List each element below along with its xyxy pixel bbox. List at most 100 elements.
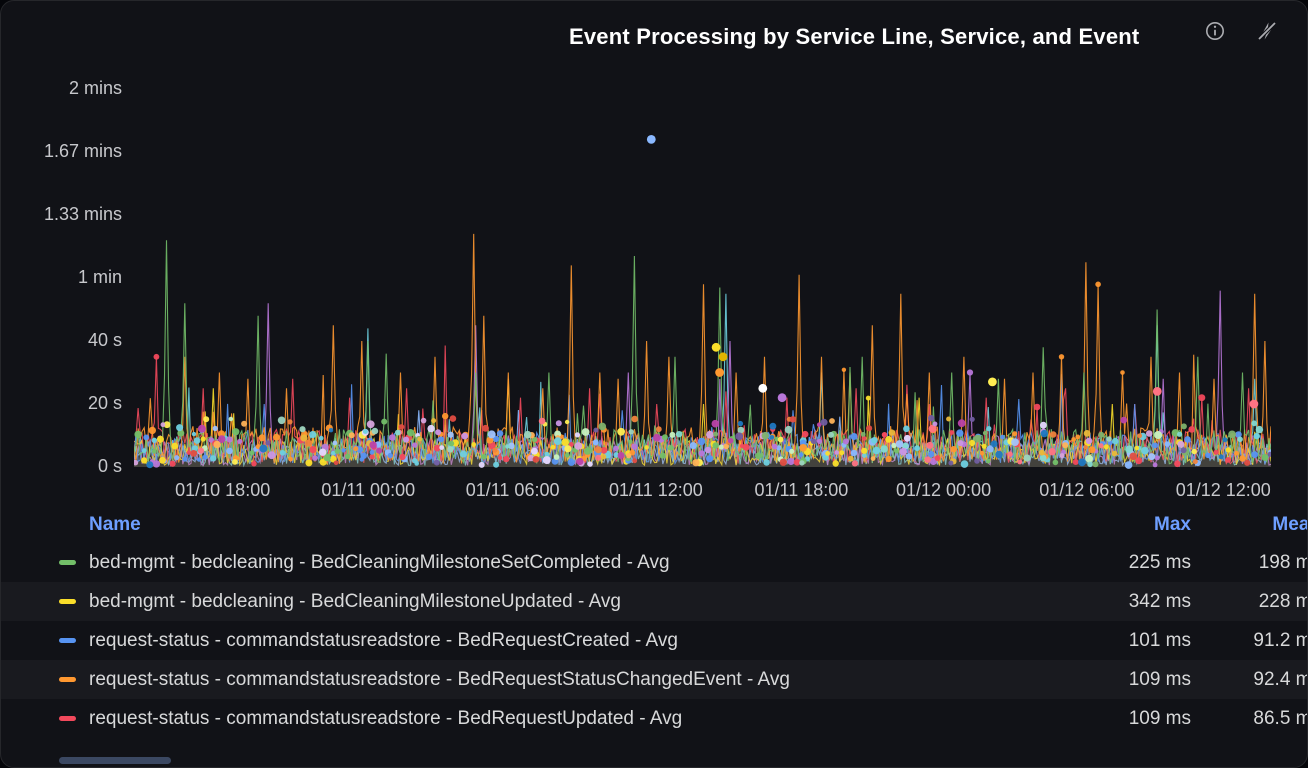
data-point — [974, 458, 980, 464]
data-point — [1152, 442, 1158, 449]
data-point — [1244, 459, 1251, 466]
data-point — [334, 448, 341, 455]
data-point — [669, 431, 676, 438]
data-point — [995, 450, 1003, 459]
data-point — [482, 424, 489, 432]
data-point — [1177, 431, 1183, 437]
data-point — [834, 450, 839, 455]
legend-header-name[interactable]: Name — [89, 513, 141, 535]
series-mean-value: 86.5 ms — [1253, 707, 1307, 729]
x-axis: 01/10 18:00 01/11 00:00 01/11 06:00 01/11 1… — [1, 480, 1307, 508]
series-name[interactable]: request-status - commandstatusreadstore … — [89, 668, 790, 690]
data-point — [885, 455, 892, 463]
data-point — [492, 447, 498, 453]
data-point — [850, 433, 858, 440]
data-point — [692, 459, 700, 467]
data-point — [564, 452, 570, 458]
panel-title[interactable]: Event Processing by Service Line, Servic… — [569, 24, 1140, 49]
data-point — [865, 395, 871, 401]
series-mean-value: 91.2 ms — [1253, 629, 1307, 651]
data-point — [196, 457, 202, 462]
data-point — [146, 461, 154, 469]
data-point — [371, 427, 379, 435]
legend-header-max[interactable]: Max — [1154, 513, 1191, 535]
data-point — [1039, 454, 1047, 462]
legend-row[interactable]: request-status - commandstatusreadstore … — [1, 660, 1307, 699]
data-point — [675, 431, 683, 438]
data-point — [496, 430, 504, 437]
data-point — [655, 426, 662, 433]
data-point — [872, 446, 881, 455]
data-point — [1038, 449, 1045, 456]
data-point — [376, 447, 383, 454]
data-point — [309, 431, 317, 439]
data-point — [532, 456, 540, 463]
series-line-orange — [134, 233, 1271, 464]
info-icon[interactable] — [1205, 21, 1225, 41]
data-point — [1000, 434, 1005, 440]
legend-row[interactable]: request-status - commandstatusreadstore … — [1, 621, 1307, 660]
data-point — [406, 429, 415, 437]
data-point — [593, 427, 599, 433]
data-point — [232, 459, 238, 465]
data-point — [134, 430, 142, 439]
data-point — [527, 454, 534, 462]
series-color-swatch[interactable] — [59, 677, 76, 682]
data-point — [899, 447, 907, 456]
data-point — [1050, 431, 1057, 438]
data-point — [300, 434, 308, 442]
data-point — [134, 459, 139, 466]
data-point — [713, 431, 719, 437]
data-point — [1023, 454, 1031, 462]
series-color-swatch[interactable] — [59, 560, 76, 565]
data-point — [613, 452, 619, 458]
legend-row[interactable]: request-status - commandstatusreadstore … — [1, 699, 1307, 738]
legend-row[interactable]: bed-mgmt - bedcleaning - BedCleaningMile… — [1, 543, 1307, 582]
series-name[interactable]: bed-mgmt - bedcleaning - BedCleaningMile… — [89, 590, 621, 612]
series-name[interactable]: request-status - commandstatusreadstore … — [89, 629, 678, 651]
data-point — [202, 454, 208, 460]
data-point — [979, 450, 985, 456]
data-point — [784, 425, 793, 434]
data-point — [369, 454, 375, 460]
data-point — [870, 456, 876, 461]
y-tick-label: 40 s — [87, 330, 122, 350]
legend-row[interactable]: bed-mgmt - bedcleaning - BedCleaningMile… — [1, 582, 1307, 621]
data-point — [1188, 426, 1195, 433]
horizontal-scrollbar-thumb[interactable] — [59, 757, 171, 764]
data-point — [631, 443, 638, 450]
data-point — [553, 437, 562, 445]
data-point — [1098, 443, 1104, 449]
data-point — [1062, 442, 1069, 449]
x-tick-label: 01/11 18:00 — [754, 480, 849, 500]
series-color-swatch[interactable] — [59, 716, 76, 721]
data-point — [564, 445, 572, 453]
data-point — [1254, 433, 1260, 439]
data-point — [1218, 454, 1224, 460]
data-point — [949, 430, 955, 435]
y-axis: 0 s 20 s 40 s 1 min 1.33 mins 1.67 mins 2 mins — [1, 1, 128, 501]
data-point — [305, 459, 313, 467]
time-series-plot[interactable] — [134, 76, 1271, 476]
data-point — [197, 424, 206, 433]
data-point — [435, 429, 442, 436]
x-tick-label: 01/12 00:00 — [895, 480, 992, 500]
data-point — [950, 446, 957, 453]
series-name[interactable]: bed-mgmt - bedcleaning - BedCleaningMile… — [89, 551, 670, 573]
panel-header-icons — [1205, 1, 1279, 61]
data-point — [193, 437, 201, 444]
data-point — [891, 442, 897, 448]
data-point — [628, 439, 633, 444]
series-color-swatch[interactable] — [59, 599, 76, 604]
series-color-swatch[interactable] — [59, 638, 76, 643]
legend-header-mean[interactable]: Mean — [1272, 513, 1307, 535]
series-name[interactable]: request-status - commandstatusreadstore … — [89, 707, 683, 729]
data-point — [171, 442, 179, 450]
data-point — [861, 436, 867, 441]
data-point — [461, 432, 469, 440]
lightning-slash-icon[interactable] — [1255, 19, 1279, 43]
data-point — [847, 455, 854, 462]
data-point — [926, 441, 934, 449]
data-point — [968, 439, 976, 447]
data-point — [1234, 450, 1239, 456]
